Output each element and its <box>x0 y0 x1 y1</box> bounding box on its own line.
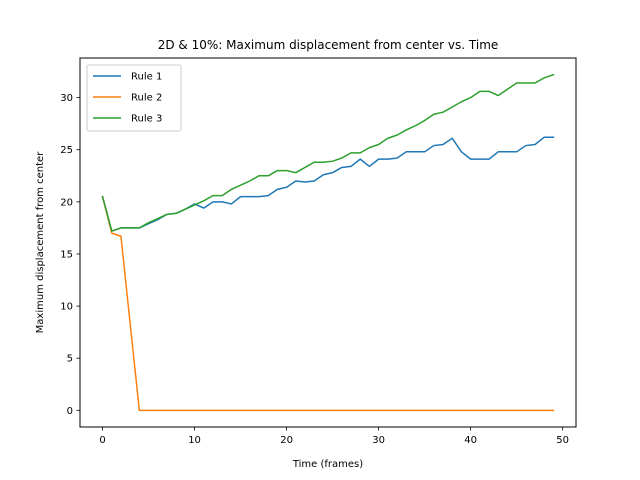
series-line-2 <box>101 195 555 412</box>
legend: Rule 1 Rule 2 Rule 3 <box>86 64 182 132</box>
x-tick-label: 20 <box>280 435 293 446</box>
x-tick-label: 30 <box>372 435 385 446</box>
x-tick-label: 0 <box>99 435 105 446</box>
y-tick-label: 20 <box>60 197 73 208</box>
y-tick-label: 0 <box>67 406 73 417</box>
legend-box <box>86 64 182 132</box>
chart-title: 2D & 10%: Maximum displacement from cent… <box>158 38 499 52</box>
x-tick-label: 10 <box>188 435 201 446</box>
plot-frame <box>79 57 577 428</box>
legend-label-1: Rule 1 <box>131 72 162 83</box>
x-axis-label: Time (frames) <box>292 459 363 470</box>
x-axis: 0 10 20 30 40 50 <box>99 427 569 446</box>
series-line-3 <box>101 73 555 232</box>
legend-label-3: Rule 3 <box>131 114 162 125</box>
y-tick-label: 25 <box>60 145 73 156</box>
y-tick-label: 5 <box>67 354 73 365</box>
y-tick-label: 10 <box>60 302 73 313</box>
y-axis: 0 5 10 15 20 25 30 <box>60 93 80 417</box>
series-layer <box>101 73 555 412</box>
legend-label-2: Rule 2 <box>131 93 162 104</box>
x-tick-label: 50 <box>556 435 569 446</box>
y-tick-label: 15 <box>60 249 73 260</box>
y-tick-label: 30 <box>60 93 73 104</box>
x-tick-label: 40 <box>464 435 477 446</box>
y-axis-label: Maximum displacement from center <box>35 151 46 334</box>
